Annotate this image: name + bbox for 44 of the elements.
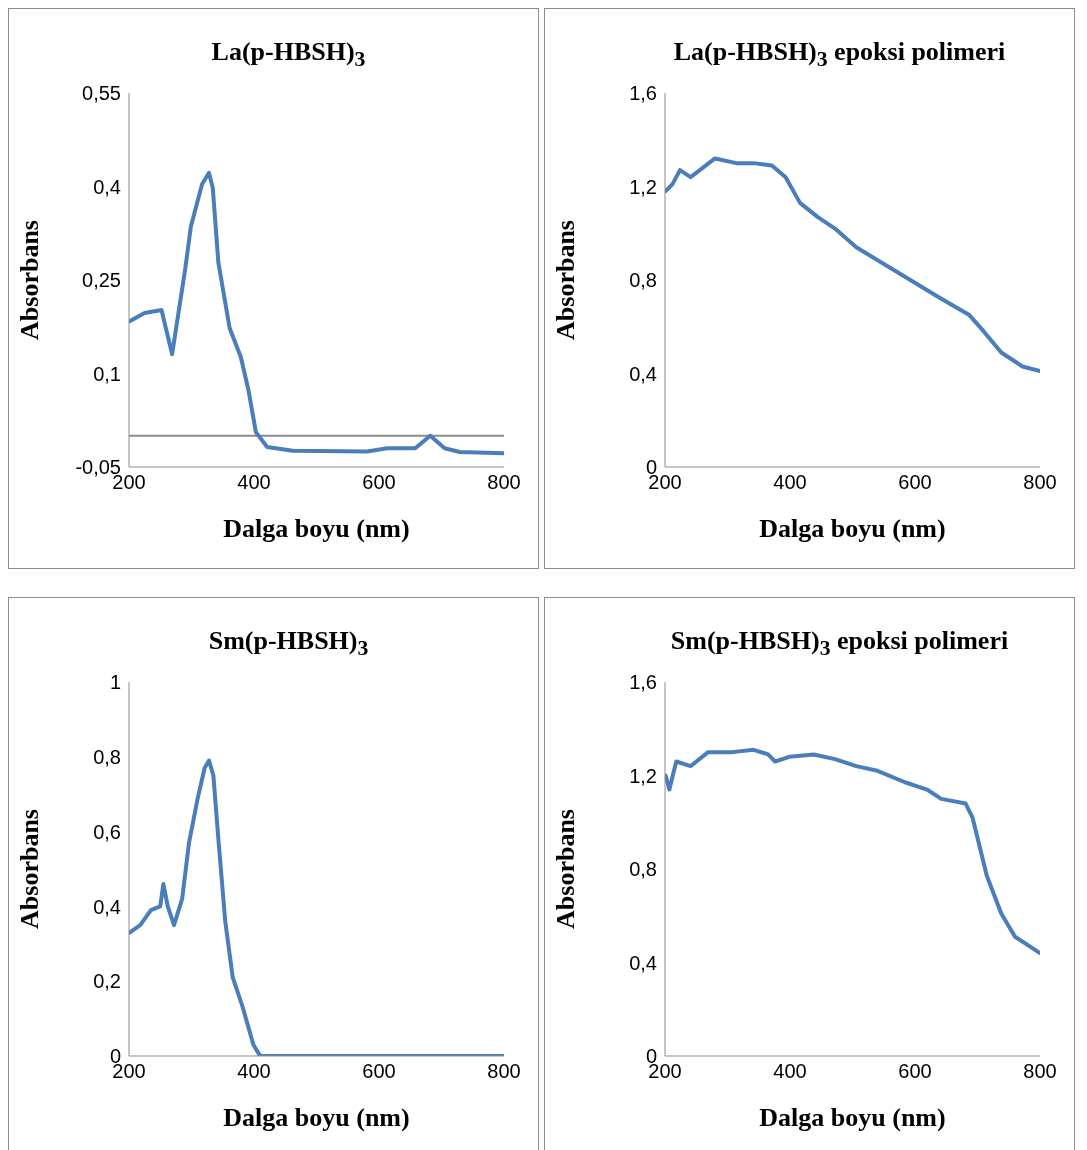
chart-title: Sm(p-HBSH)$_{3}$ epoksi polimeri [669,626,1010,663]
x-axis-title: Dalga boyu (nm) [223,1103,410,1132]
y-tick-label: 0,8 [629,269,657,292]
x-tick-label: 800 [1023,471,1057,494]
x-axis-title: Dalga boyu (nm) [759,1103,946,1132]
chart-title: La(p-HBSH)$_{3}$ [210,37,367,74]
x-axis-title: Dalga boyu (nm) [223,514,410,543]
y-tick-label: 0,25 [82,269,121,292]
y-axis-title: Absorbans [551,809,581,929]
y-tick-label: 1,2 [629,175,657,198]
x-tick-label: 800 [487,471,521,494]
y-tick-label: 0,6 [93,820,121,843]
y-tick-label: 0,8 [93,745,121,768]
y-tick-label: 0,4 [629,362,657,385]
y-axis-title: Absorbans [15,220,45,340]
y-axis-title: Absorbans [551,220,581,340]
x-tick-label: 800 [487,1060,521,1083]
x-tick-label: 800 [1023,1060,1057,1083]
line-series [665,156,1040,374]
x-tick-label: 400 [773,471,807,494]
y-tick-label: 0,8 [629,858,657,881]
y-tick-label: 1,2 [629,764,657,787]
x-tick-label: 600 [362,471,396,494]
x-tick-label: 600 [898,471,932,494]
y-tick-label: 1,6 [629,671,657,694]
y-tick-label: 0,4 [93,175,121,198]
x-tick-label: 400 [773,1060,807,1083]
y-tick-label: 0,1 [93,362,121,385]
x-axis-title: Dalga boyu (nm) [759,514,946,543]
x-tick-label: 400 [237,471,271,494]
line-series [665,747,1040,956]
line-series [129,170,504,456]
chart-title: Sm(p-HBSH)$_{3}$ [207,626,370,663]
y-tick-label: 1,6 [629,82,657,105]
y-tick-label: 0,4 [629,951,657,974]
chart-title: La(p-HBSH)$_{3}$ epoksi polimeri [672,37,1007,74]
y-tick-label: 0,2 [93,970,121,993]
x-tick-label: 400 [237,1060,271,1083]
x-tick-label: 600 [898,1060,932,1083]
y-tick-label: 0,55 [82,82,121,105]
y-axis-title: Absorbans [15,809,45,929]
y-tick-label: 1 [109,671,121,694]
y-tick-label: 0,4 [93,895,121,918]
x-tick-label: 600 [362,1060,396,1083]
